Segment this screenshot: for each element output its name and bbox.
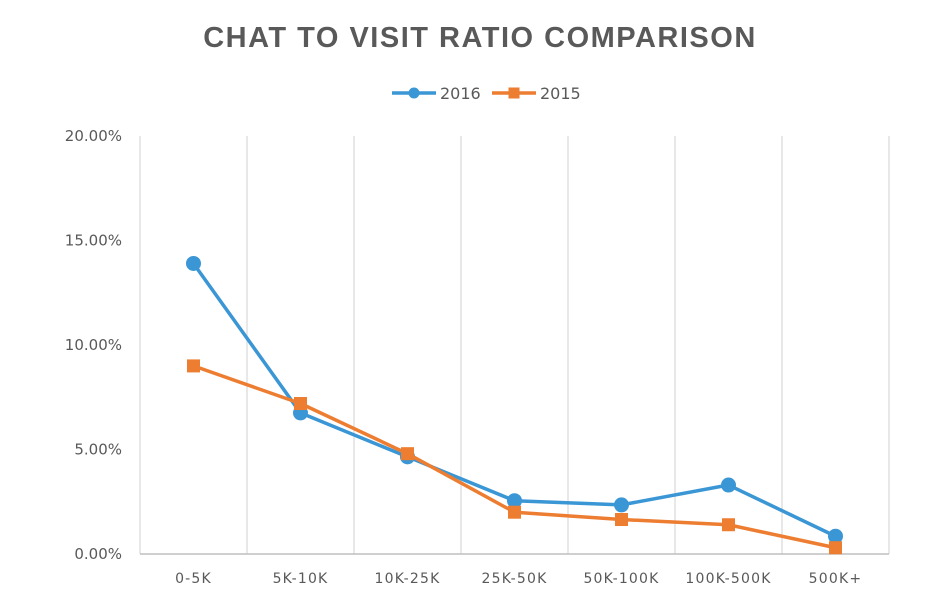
y-tick-label: 10.00%	[65, 336, 122, 354]
axes: 0.00% 5.00% 10.00% 15.00% 20.00% 0-5K 5K-10K 10…	[65, 127, 889, 587]
series-2015-point	[722, 518, 735, 532]
gridlines	[139, 136, 890, 554]
y-tick-label: 15.00%	[65, 232, 122, 250]
series-lines	[186, 255, 843, 555]
legend-label-2015: 2015	[540, 84, 581, 103]
series-2015-point	[401, 447, 414, 461]
series-2016-point	[186, 255, 201, 271]
series-2015-line	[192, 364, 836, 550]
y-tick-label: 20.00%	[65, 127, 122, 145]
x-tick-label: 50K-100K	[583, 571, 659, 587]
legend-marker-2016	[408, 87, 420, 99]
legend: 2016 2015	[392, 84, 581, 103]
series-2016-point	[828, 528, 843, 544]
chart-title: CHAT TO VISIT RATIO COMPARISON	[203, 22, 757, 54]
x-tick-label: 0-5K	[175, 571, 212, 587]
y-tick-label: 5.00%	[74, 441, 122, 459]
x-tick-label: 500K+	[809, 571, 863, 587]
series-2015-point	[615, 513, 628, 527]
series-2015-point	[294, 397, 307, 411]
series-2016-point	[507, 493, 522, 509]
y-tick-label: 0.00%	[74, 545, 122, 563]
series-2016-point	[721, 477, 736, 493]
x-tick-label: 10K-25K	[375, 571, 441, 587]
x-tick-label: 5K-10K	[273, 571, 329, 587]
series-2015-point	[508, 505, 521, 519]
x-tick-label: 25K-50K	[482, 571, 548, 587]
legend-label-2016: 2016	[440, 84, 481, 103]
series-2015-point	[829, 541, 842, 555]
series-2016-point	[614, 497, 629, 513]
x-tick-label: 100K-500K	[685, 571, 771, 587]
legend-marker-2015	[508, 87, 520, 99]
series-2015-point	[187, 359, 200, 373]
